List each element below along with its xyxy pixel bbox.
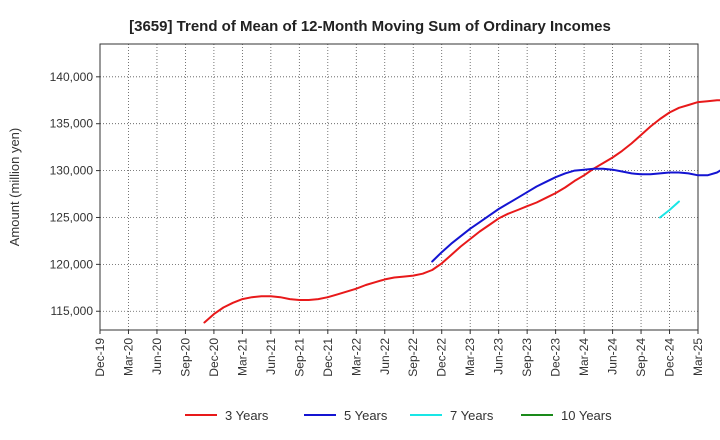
y-tick-label: 120,000 [50, 257, 94, 271]
x-tick-label: Dec-23 [549, 338, 563, 377]
x-tick-label: Dec-20 [207, 338, 221, 377]
chart-title: [3659] Trend of Mean of 12-Month Moving … [129, 18, 611, 35]
series-line-7-years [659, 200, 680, 219]
legend: 3 Years 5 Years 7 Years 10 Years [185, 408, 612, 423]
x-tick-label: Jun-23 [492, 338, 506, 375]
y-axis-ticks: 115,000 120,000 125,000 130,000 135,000 140,0… [50, 70, 100, 318]
legend-label: 5 Years [344, 408, 388, 423]
x-tick-label: Dec-21 [321, 338, 335, 377]
series-line-3-years [203, 99, 720, 324]
series-layer [203, 99, 720, 324]
y-tick-label: 125,000 [50, 210, 94, 224]
plot-frame [99, 43, 699, 331]
x-axis-ticks: Dec-19 Mar-20 Jun-20 Sep-20 Dec-20 Mar-21 Jun-… [93, 330, 705, 377]
y-tick-label: 140,000 [50, 70, 94, 84]
x-tick-label: Jun-22 [378, 338, 392, 375]
x-tick-label: Jun-21 [264, 338, 278, 375]
x-tick-label: Mar-23 [463, 338, 477, 376]
x-tick-label: Mar-22 [349, 338, 363, 376]
x-tick-label: Dec-24 [663, 338, 677, 377]
y-tick-label: 135,000 [50, 117, 94, 131]
x-tick-label: Mar-21 [235, 338, 249, 376]
x-tick-label: Sep-21 [292, 338, 306, 377]
x-tick-label: Mar-24 [577, 338, 591, 376]
x-tick-label: Dec-22 [435, 338, 449, 377]
y-tick-label: 130,000 [50, 164, 94, 178]
legend-label: 10 Years [561, 408, 612, 423]
grid-layer [100, 44, 698, 330]
x-tick-label: Jun-24 [606, 338, 620, 375]
legend-label: 3 Years [225, 408, 269, 423]
x-tick-label: Mar-25 [691, 338, 705, 376]
series-line-5-years [431, 167, 720, 263]
x-tick-label: Sep-22 [406, 338, 420, 377]
y-tick-label: 115,000 [51, 304, 94, 318]
x-tick-label: Sep-20 [178, 338, 192, 377]
x-tick-label: Jun-20 [150, 338, 164, 375]
x-tick-label: Mar-20 [121, 338, 135, 376]
x-tick-label: Dec-19 [93, 338, 107, 377]
y-axis-label: Amount (million yen) [7, 128, 22, 247]
x-tick-label: Sep-23 [520, 338, 534, 377]
legend-label: 7 Years [450, 408, 494, 423]
x-tick-label: Sep-24 [634, 338, 648, 377]
